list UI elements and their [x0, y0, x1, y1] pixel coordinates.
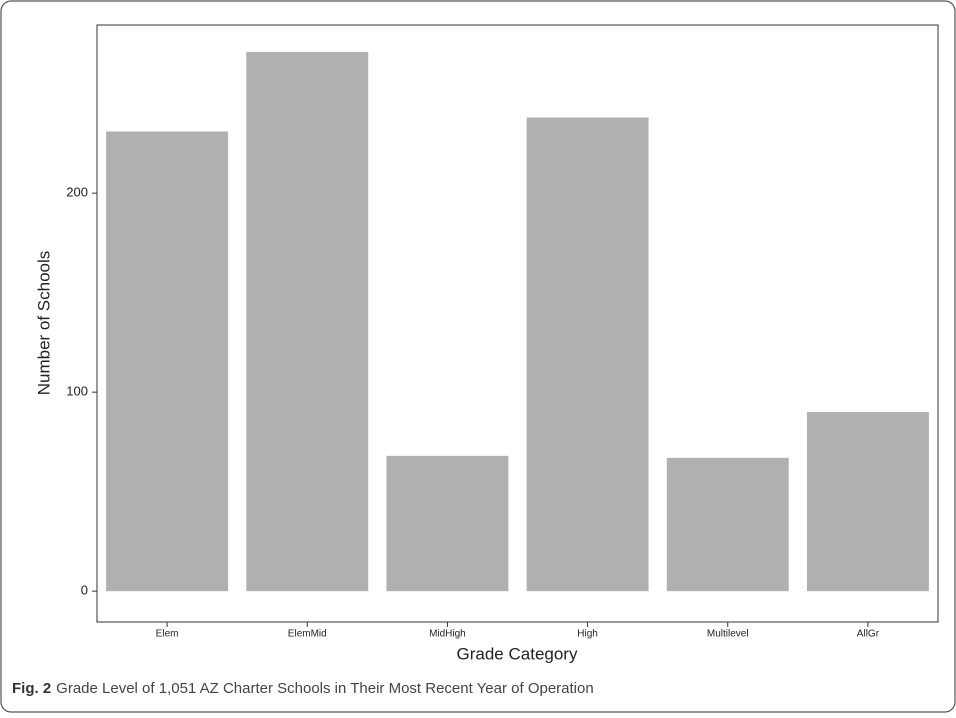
caption-label: Fig. 2	[12, 680, 51, 697]
x-tick-label: AllGr	[857, 629, 880, 640]
x-tick-label: MidHigh	[429, 629, 466, 640]
bar	[106, 131, 229, 592]
bar	[526, 117, 649, 592]
y-tick-label: 200	[66, 185, 88, 200]
bar	[246, 51, 369, 592]
plot-panel	[96, 24, 939, 623]
y-tick-label: 100	[66, 384, 88, 399]
x-tick-label: High	[577, 629, 598, 640]
bar	[806, 412, 929, 592]
y-tick-label: 0	[81, 583, 88, 598]
caption: Fig. 2 Grade Level of 1,051 AZ Charter Sc…	[12, 680, 594, 697]
x-tick-label: Multilevel	[707, 629, 749, 640]
x-tick-label: ElemMid	[288, 629, 327, 640]
x-tick-label: Elem	[156, 629, 179, 640]
x-axis-label: Grade Category	[457, 644, 578, 663]
caption-text: Grade Level of 1,051 AZ Charter Schools …	[56, 680, 594, 697]
bar	[386, 455, 509, 592]
y-axis-label: Number of Schools	[34, 251, 53, 396]
bar	[666, 457, 789, 592]
